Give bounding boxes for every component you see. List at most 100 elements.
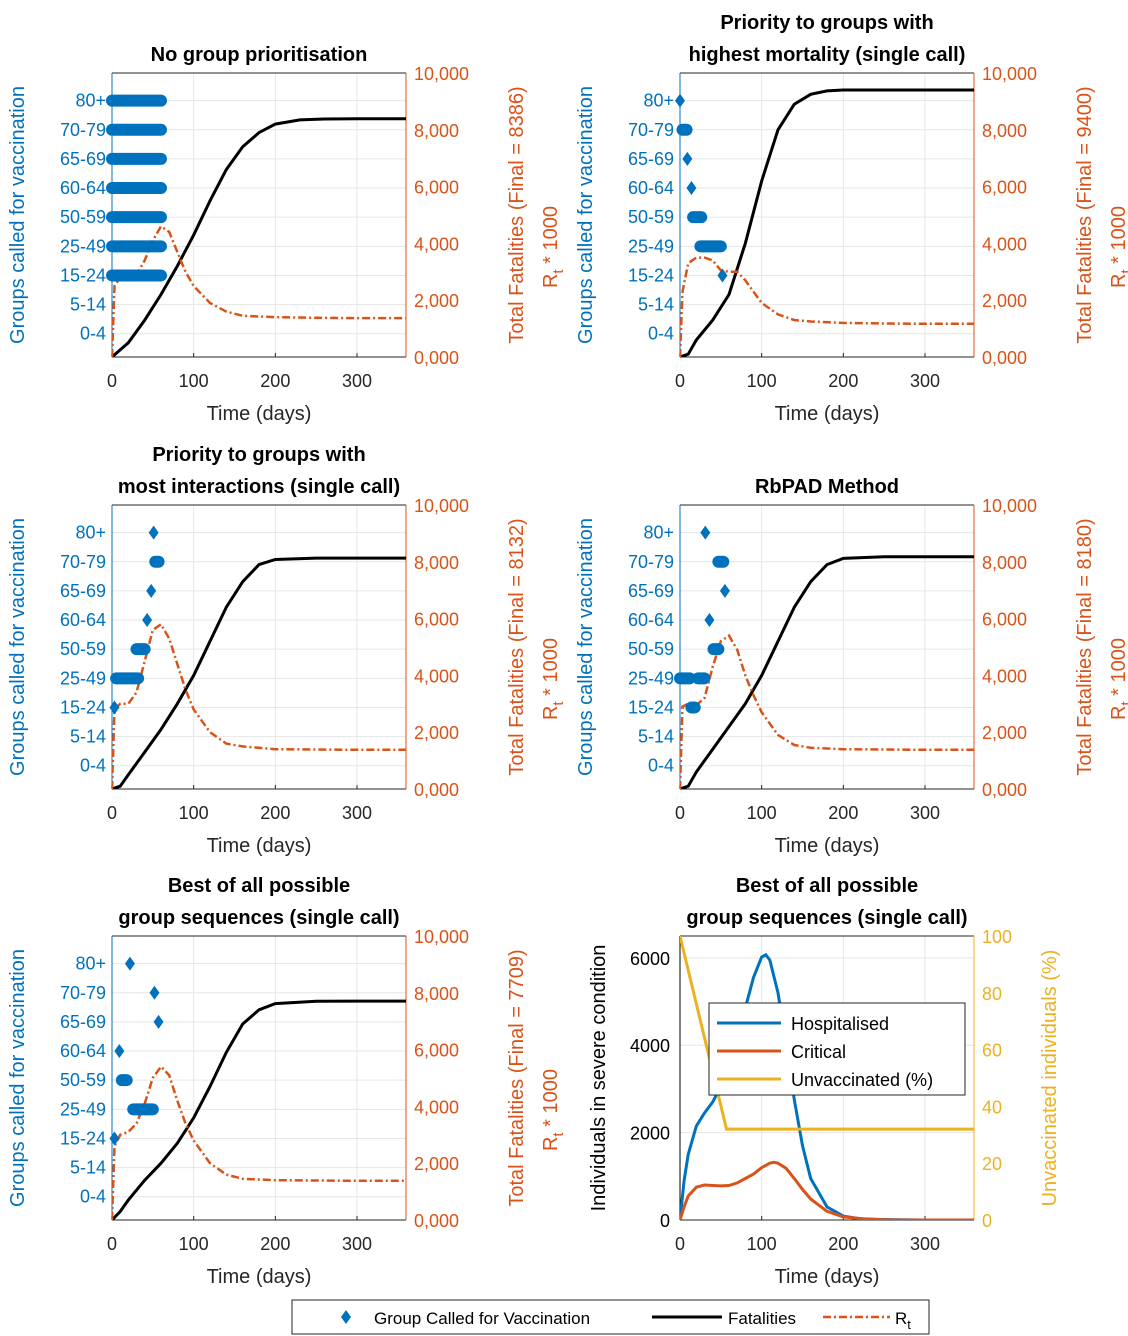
chart-title: group sequences (single call) — [686, 907, 967, 929]
y-left-tick-label: 0-4 — [80, 324, 106, 344]
group-call-marker — [149, 985, 160, 1000]
y-right-axis-label: Total Fatalities (Final = 9400) — [1074, 86, 1096, 343]
y-left-tick-label: 5-14 — [70, 1158, 106, 1178]
x-tick-label: 200 — [260, 371, 290, 391]
x-tick-label: 300 — [910, 371, 940, 391]
group-call-marker — [700, 525, 711, 540]
y-left-tick-label: 70-79 — [60, 983, 106, 1003]
y-right-tick-label: 20 — [982, 1154, 1002, 1174]
chart-title: No group prioritisation — [151, 44, 368, 66]
y-right-tick-label: 80 — [982, 984, 1002, 1004]
y-right-axis-label: Total Fatalities (Final = 8180) — [1074, 518, 1096, 775]
chart-title: Best of all possible — [736, 875, 918, 897]
rt-line — [112, 224, 406, 357]
y-right-axis-label: Total Fatalities (Final = 8386) — [506, 86, 528, 343]
y-right-tick-label: 0,000 — [982, 348, 1027, 368]
group-call-marker — [109, 1131, 120, 1146]
group-call-marker — [675, 93, 685, 108]
x-tick-label: 0 — [107, 803, 117, 823]
y-right-tick-label: 8,000 — [982, 121, 1027, 141]
x-axis-label: Time (days) — [775, 1266, 880, 1288]
x-tick-label: 0 — [107, 1234, 117, 1254]
plot-area — [112, 117, 406, 357]
y-left-tick-label: 60-64 — [60, 610, 106, 630]
group-call-markers — [674, 525, 730, 714]
y-left-tick-label: 25-49 — [60, 668, 106, 688]
x-axis-label: Time (days) — [207, 835, 312, 857]
group-call-marker — [114, 1044, 125, 1059]
x-tick-label: 100 — [747, 1234, 777, 1254]
x-axis-label: Time (days) — [207, 403, 312, 425]
chart-panel-bottom-left: 0 100 200 300 Time (days) 0-4 5-14 15-24 25-49 50… — [7, 875, 567, 1288]
y-left-tick-label: 25-49 — [628, 236, 674, 256]
y-right-tick-label: 6,000 — [414, 610, 459, 630]
y-left-tick-label: 65-69 — [628, 581, 674, 601]
y-left-tick-label: 0-4 — [648, 756, 674, 776]
chart-panel-top-right: 0 100 200 300 Time (days) 0-4 5-14 15-24 25-49 50… — [575, 12, 1128, 425]
x-tick-label: 200 — [828, 371, 858, 391]
y-right-tick-label: 8,000 — [982, 553, 1027, 573]
rt-line — [112, 622, 406, 789]
y-left-tick-label: 60-64 — [60, 1041, 106, 1061]
y-right-axis-label: Unvaccinated individuals (%) — [1039, 950, 1061, 1207]
y-right-tick-label: 2,000 — [414, 1154, 459, 1174]
group-call-marker — [153, 1014, 164, 1029]
chart-panel-middle-right: 0 100 200 300 Time (days) 0-4 5-14 15-24 25-49 50… — [575, 476, 1128, 857]
y-right-tick-label: 4,000 — [982, 234, 1027, 254]
y-left-tick-label: 65-69 — [60, 581, 106, 601]
x-tick-label: 300 — [910, 803, 940, 823]
x-tick-label: 200 — [828, 1234, 858, 1254]
y-right-tick-label: 2,000 — [982, 291, 1027, 311]
rt-axis-label: Rt * 1000 — [1108, 638, 1128, 720]
group-call-marker — [686, 181, 697, 196]
y-left-tick-label: 0-4 — [80, 1187, 106, 1207]
y-left-tick-label: 15-24 — [60, 265, 106, 285]
rt-axis-label: Rt * 1000 — [540, 1069, 567, 1151]
x-tick-label: 0 — [107, 371, 117, 391]
y-left-tick-label: 80+ — [75, 954, 106, 974]
y-left-tick-label: 60-64 — [628, 178, 674, 198]
chart-title: RbPAD Method — [755, 476, 899, 498]
y-right-tick-label: 4,000 — [982, 666, 1027, 686]
y-right-axis-label: Total Fatalities (Final = 8132) — [506, 518, 528, 775]
y-left-tick-label: 50-59 — [60, 639, 106, 659]
group-call-marker — [719, 583, 730, 598]
y-left-tick-label: 5-14 — [70, 727, 106, 747]
y-right-tick-label: 8,000 — [414, 121, 459, 141]
group-call-marker — [109, 700, 120, 715]
y-right-tick-label: 2,000 — [414, 723, 459, 743]
y-right-tick-label: 6,000 — [982, 610, 1027, 630]
legend-fatalities-label: Fatalities — [728, 1309, 796, 1328]
y-left-tick-label: 80+ — [643, 523, 674, 543]
figure-legend: Group Called for Vaccination Fatalities Rt — [291, 1299, 930, 1335]
y-right-tick-label: 10,000 — [414, 496, 469, 516]
y-left-tick-label: 80+ — [75, 523, 106, 543]
y-right-tick-label: 0 — [982, 1211, 992, 1231]
y-right-tick-label: 10,000 — [414, 927, 469, 947]
y-left-tick-label: 50-59 — [628, 639, 674, 659]
y-left-tick-label: 15-24 — [60, 1128, 106, 1148]
y-left-tick-label: 60-64 — [60, 178, 106, 198]
y-right-tick-label: 60 — [982, 1041, 1002, 1061]
y-left-tick-label: 65-69 — [60, 149, 106, 169]
group-call-marker — [148, 525, 159, 540]
x-tick-label: 200 — [828, 803, 858, 823]
y-left-tick-label: 25-49 — [60, 1099, 106, 1119]
rt-axis-label: Rt * 1000 — [540, 206, 567, 288]
y-left-tick-label: 25-49 — [628, 668, 674, 688]
x-axis-label: Time (days) — [775, 403, 880, 425]
y-right-tick-label: 8,000 — [414, 984, 459, 1004]
fatalities-line — [112, 556, 406, 789]
x-tick-label: 0 — [675, 803, 685, 823]
grid — [679, 505, 974, 789]
x-tick-label: 300 — [910, 1234, 940, 1254]
y-left-tick-label: 15-24 — [628, 697, 674, 717]
y-left-axis-label: Groups called for vaccination — [575, 86, 597, 344]
y-left-tick-label: 5-14 — [638, 727, 674, 747]
x-axis-label: Time (days) — [207, 1266, 312, 1288]
x-tick-label: 0 — [675, 371, 685, 391]
fatalities-line — [112, 117, 406, 357]
y-left-tick-label: 60-64 — [628, 610, 674, 630]
group-call-markers — [675, 93, 728, 283]
